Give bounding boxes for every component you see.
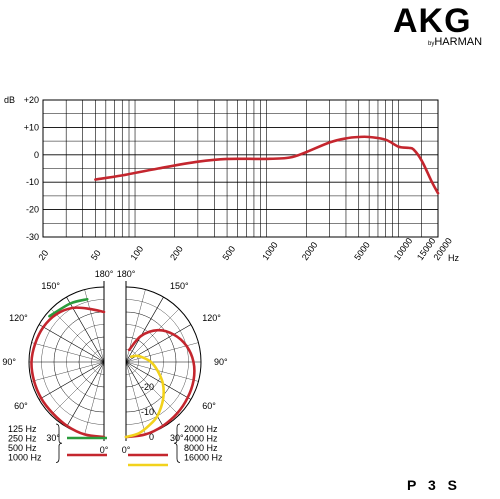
polar-spoke <box>125 361 146 435</box>
polar-curve-left-green <box>48 297 89 318</box>
brand-parent: HARMAN <box>434 36 483 48</box>
angle-label: 120° <box>202 313 221 323</box>
y-tick-label: +20 <box>24 95 39 105</box>
angle-label: 60° <box>202 401 216 411</box>
polar-spoke <box>31 361 105 382</box>
radial-tick-label: -20 <box>141 382 154 392</box>
polar-spoke <box>50 361 105 416</box>
polar-spoke <box>125 308 180 363</box>
angle-label: 0° <box>122 445 131 455</box>
legend-label-left: 125 Hz <box>8 424 37 434</box>
radial-tick-label: 0 <box>149 432 154 442</box>
polar-curve-right-yellow <box>124 354 165 439</box>
polar-curve-right-red <box>124 328 196 439</box>
legend-label-left: 500 Hz <box>8 443 37 453</box>
polar-spoke <box>125 361 199 382</box>
y-tick-label: 0 <box>34 150 39 160</box>
polar-spoke <box>38 324 105 363</box>
polar-spoke <box>125 361 192 400</box>
legend-label-left: 1000 Hz <box>8 453 42 463</box>
angle-label: 60° <box>14 401 28 411</box>
y-tick-label: -30 <box>26 232 39 242</box>
angle-label: 180° <box>117 269 136 279</box>
x-tick-label: 50 <box>89 248 103 262</box>
polar-spoke <box>84 361 105 435</box>
y-unit-label: dB <box>4 95 15 105</box>
model-name: P 3 S <box>407 477 461 493</box>
angle-label: 90° <box>214 357 228 367</box>
angle-label: 150° <box>170 281 189 291</box>
plot-frame <box>42 99 439 238</box>
legend-label-right: 16000 Hz <box>184 453 223 463</box>
brand-by: by <box>428 41 435 47</box>
angle-label: 90° <box>2 357 16 367</box>
polar-spoke <box>84 289 105 363</box>
angle-label: 150° <box>41 281 60 291</box>
brand-logo: AKG <box>393 2 472 40</box>
polar-spoke <box>50 308 105 363</box>
legend-label-right: 8000 Hz <box>184 443 218 453</box>
polar-spoke <box>31 342 105 363</box>
angle-label: 0° <box>100 445 109 455</box>
angle-label: 180° <box>95 269 114 279</box>
x-tick-label: 20 <box>36 248 50 262</box>
legend-brace-left <box>55 423 63 463</box>
polar-spoke <box>125 296 164 363</box>
y-tick-label: -20 <box>26 205 39 215</box>
legend-label-right: 2000 Hz <box>184 424 218 434</box>
legend-label-left: 250 Hz <box>8 434 37 444</box>
y-tick-label: +10 <box>24 122 39 132</box>
polar-spoke <box>38 361 105 400</box>
response-curve <box>94 135 440 195</box>
polar-spoke <box>125 361 180 416</box>
polar-curve-left-red <box>30 306 106 439</box>
brand-sublogo: byHARMAN <box>428 36 482 48</box>
angle-label: 120° <box>9 313 28 323</box>
x-axis-label: Hz <box>448 253 459 263</box>
legend-brace-right <box>173 423 181 463</box>
angle-label: 30° <box>46 433 60 443</box>
polar-spoke <box>66 361 105 428</box>
y-tick-label: -10 <box>26 177 39 187</box>
legend-label-right: 4000 Hz <box>184 434 218 444</box>
radial-tick-label: -10 <box>141 407 154 417</box>
